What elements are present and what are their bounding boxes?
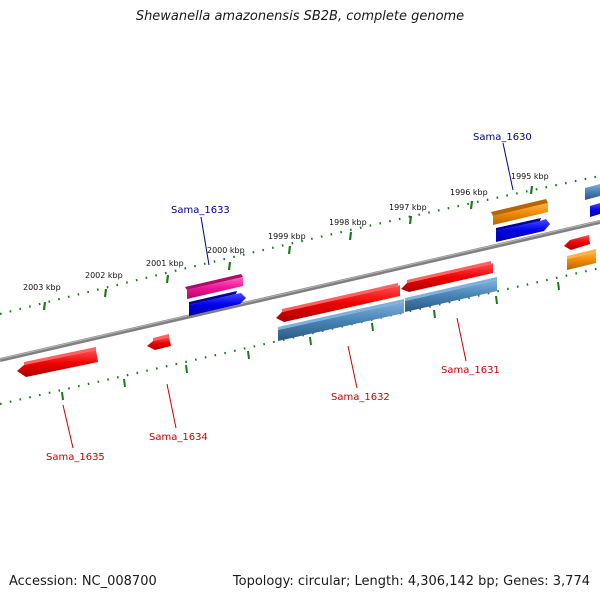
leader-sama-1632 bbox=[347, 345, 358, 389]
feature-sama-1635[interactable] bbox=[17, 347, 98, 377]
scale-label-1995: 1995 kbp bbox=[511, 172, 549, 181]
scale-tick-1997 bbox=[408, 215, 413, 225]
feature-sama-1632-red[interactable] bbox=[276, 283, 400, 322]
scale-label-2001: 2001 kbp bbox=[146, 259, 184, 268]
leader-sama-1631 bbox=[456, 317, 467, 362]
scale-tick-1998 bbox=[348, 231, 353, 241]
scale-tick-2002 bbox=[103, 288, 108, 298]
genome-summary-text: Topology: circular; Length: 4,306,142 bp… bbox=[232, 574, 590, 589]
gene-label-sama-1631[interactable]: Sama_1631 bbox=[441, 365, 500, 376]
scale-label-1997: 1997 kbp bbox=[389, 203, 427, 212]
outer-features bbox=[185, 184, 600, 316]
gene-label-sama-1630[interactable]: Sama_1630 bbox=[473, 132, 532, 143]
inner-tick bbox=[433, 309, 436, 319]
scale-label-2002: 2002 kbp bbox=[85, 271, 123, 280]
feature-edge-blue[interactable] bbox=[590, 203, 600, 217]
leader-sama-1633 bbox=[200, 216, 210, 266]
inner-tick bbox=[61, 391, 64, 401]
leader-sama-1635 bbox=[62, 404, 74, 449]
gene-label-sama-1633[interactable]: Sama_1633 bbox=[171, 205, 230, 216]
scale-label-1999: 1999 kbp bbox=[268, 232, 306, 241]
scale-tick-2003 bbox=[42, 301, 47, 311]
scale-tick-1995 bbox=[529, 185, 534, 195]
scale-label-1996: 1996 kbp bbox=[450, 188, 488, 197]
inner-tick bbox=[309, 336, 312, 346]
feature-sama-1630-orange[interactable] bbox=[491, 199, 548, 225]
outer-scale-dots bbox=[0, 174, 600, 316]
scale-label-2000: 2000 kbp bbox=[207, 246, 245, 255]
outer-scale bbox=[0, 174, 600, 316]
feature-edge-orange[interactable] bbox=[567, 249, 596, 270]
feature-sama-1632-steelblue[interactable] bbox=[278, 299, 404, 341]
inner-tick bbox=[247, 350, 250, 360]
scale-tick-2001 bbox=[165, 274, 170, 284]
feature-sama-1631-steelblue[interactable] bbox=[405, 277, 497, 312]
accession-text: Accession: NC_008700 bbox=[9, 574, 157, 589]
scale-label-1998: 1998 kbp bbox=[329, 218, 367, 227]
inner-scale bbox=[0, 266, 600, 406]
genome-backbone-highlight bbox=[0, 220, 600, 360]
feature-edge-steelblue[interactable] bbox=[585, 184, 600, 200]
inner-tick bbox=[123, 378, 126, 388]
scale-label-2003: 2003 kbp bbox=[23, 283, 61, 292]
feature-edge-red[interactable] bbox=[564, 235, 590, 250]
scale-tick-1999 bbox=[287, 245, 292, 255]
label-leaders bbox=[62, 142, 514, 449]
inner-tick bbox=[557, 281, 560, 291]
leader-sama-1630 bbox=[502, 142, 514, 191]
inner-tick bbox=[185, 364, 188, 374]
inner-tick bbox=[495, 295, 498, 305]
feature-sama-1633-pink[interactable] bbox=[185, 274, 243, 299]
feature-sama-1631-red[interactable] bbox=[401, 261, 493, 292]
feature-sama-1633-blue[interactable] bbox=[189, 291, 246, 316]
gene-label-sama-1635[interactable]: Sama_1635 bbox=[46, 452, 105, 463]
inner-features bbox=[17, 235, 596, 377]
feature-sama-1630-blue[interactable] bbox=[496, 218, 550, 242]
map-title: Shewanella amazonensis SB2B, complete ge… bbox=[135, 9, 465, 24]
inner-tick bbox=[371, 322, 374, 332]
gene-labels: Sama_1630 Sama_1633 Sama_1631 Sama_1632 … bbox=[46, 132, 532, 463]
scale-tick-2000 bbox=[227, 261, 232, 271]
scale-tick-1996 bbox=[469, 200, 474, 210]
genome-backbone bbox=[0, 220, 600, 362]
scale-labels: 1995 kbp 1996 kbp 1997 kbp 1998 kbp 1999… bbox=[23, 172, 549, 292]
feature-sama-1634[interactable] bbox=[147, 334, 171, 350]
gene-label-sama-1634[interactable]: Sama_1634 bbox=[149, 432, 208, 443]
leader-sama-1634 bbox=[166, 383, 177, 429]
gene-label-sama-1632[interactable]: Sama_1632 bbox=[331, 392, 390, 403]
